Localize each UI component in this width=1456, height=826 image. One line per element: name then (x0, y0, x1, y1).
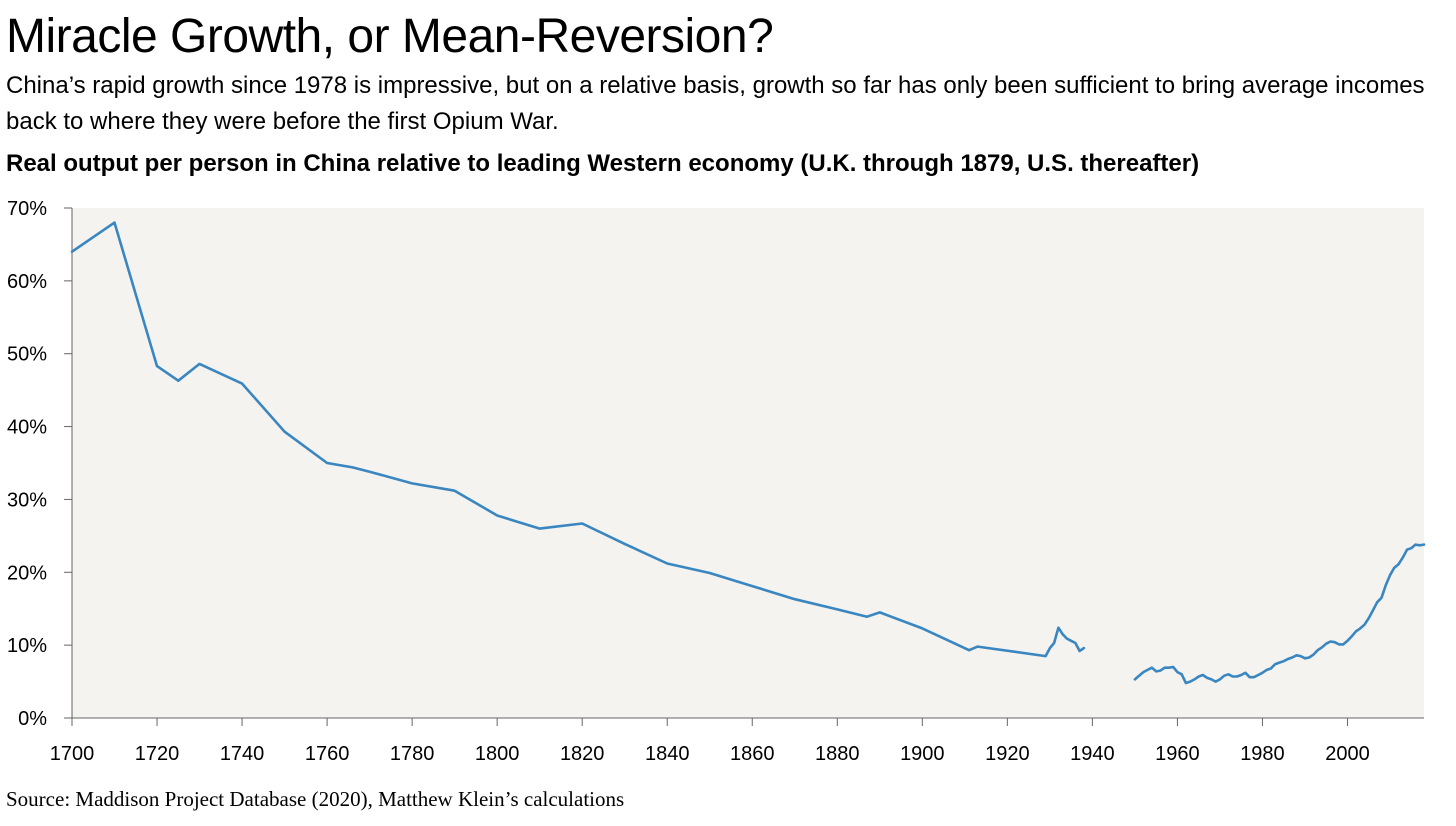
series-line-segment (1133, 543, 1426, 685)
x-tick-label: 1780 (390, 743, 435, 765)
x-tick-label: 1760 (305, 743, 350, 765)
x-tick-label: 1800 (475, 743, 520, 765)
series-layer (70, 221, 1426, 685)
x-tick-label: 1820 (560, 743, 605, 765)
y-tick-label: 70% (7, 198, 47, 220)
x-tick-label: 2000 (1325, 743, 1370, 765)
x-tick-label: 1740 (220, 743, 265, 765)
y-tick-label: 30% (7, 489, 47, 511)
y-tick-label: 40% (7, 417, 47, 439)
x-tick-label: 1920 (985, 743, 1030, 765)
x-tick-label: 1840 (645, 743, 690, 765)
source-note: Source: Maddison Project Database (2020)… (6, 787, 625, 811)
x-tick-label: 1940 (1070, 743, 1115, 765)
x-tick-label: 1860 (730, 743, 775, 765)
x-tick-label: 1980 (1240, 743, 1285, 765)
y-tick-label: 50% (7, 344, 47, 366)
page-subtitle: China’s rapid growth since 1978 is impre… (6, 72, 1425, 135)
axes: 0% 10% 20% 30% 40% 50% 60% 70% 1700 1720 1740 1760 1… (7, 198, 1424, 765)
y-tick-label: 0% (18, 708, 47, 730)
x-tick-label: 1960 (1155, 743, 1200, 765)
series-line-segment (70, 221, 1086, 658)
line-chart: 0% 10% 20% 30% 40% 50% 60% 70% 1700 1720 1740 1760 1… (7, 198, 1426, 765)
plot-area (72, 208, 1424, 718)
y-tick-label: 10% (7, 635, 47, 657)
chart-title: Real output per person in China relative… (6, 150, 1200, 177)
y-tick-label: 20% (7, 562, 47, 584)
x-tick-label: 1900 (900, 743, 945, 765)
x-tick-label: 1720 (135, 743, 180, 765)
x-tick-label: 1700 (50, 743, 95, 765)
x-tick-label: 1880 (815, 743, 860, 765)
page-title: Miracle Growth, or Mean-Reversion? (6, 10, 774, 63)
y-tick-label: 60% (7, 271, 47, 293)
